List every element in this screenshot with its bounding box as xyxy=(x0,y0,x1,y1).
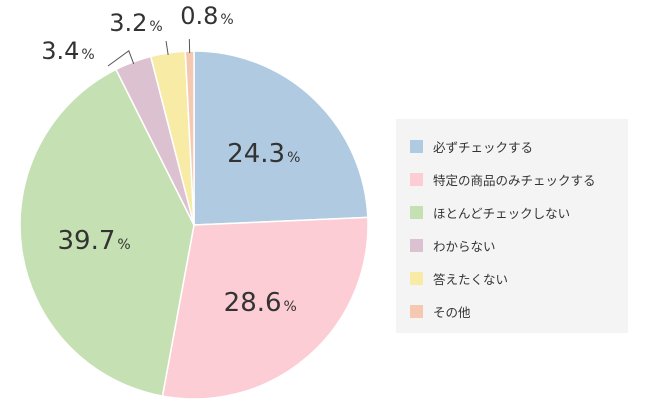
legend-item: ほとんどチェックしない xyxy=(410,196,628,229)
legend-swatch xyxy=(410,173,423,186)
pie-slice xyxy=(19,68,195,397)
legend-item: 特定の商品のみチェックする xyxy=(410,163,628,196)
data-label: 3.4% xyxy=(41,37,94,65)
legend-label: ほとんどチェックしない xyxy=(433,206,571,221)
pie-slice xyxy=(161,216,369,400)
data-label: 28.6% xyxy=(224,288,297,318)
legend-swatch xyxy=(410,305,423,318)
legend-label: 特定の商品のみチェックする xyxy=(433,173,596,188)
leader-line xyxy=(107,50,135,67)
legend-label: 答えたくない xyxy=(433,272,509,287)
legend-item: 必ずチェックする xyxy=(410,130,628,163)
legend-item: 答えたくない xyxy=(410,262,628,295)
legend-item: わからない xyxy=(410,229,628,262)
legend-label: 必ずチェックする xyxy=(433,140,534,155)
pie-slice xyxy=(193,50,369,226)
legend-swatch xyxy=(410,272,423,285)
legend-swatch xyxy=(410,206,423,219)
legend: 必ずチェックする 特定の商品のみチェックする ほとんどチェックしない わからない… xyxy=(396,119,628,333)
data-label: 39.7% xyxy=(57,226,130,256)
data-label: 24.3% xyxy=(227,139,300,169)
legend-swatch xyxy=(410,239,423,252)
data-label: 0.8% xyxy=(180,2,233,30)
legend-swatch xyxy=(410,140,423,153)
data-label: 3.2% xyxy=(109,9,162,37)
legend-label: わからない xyxy=(433,239,496,254)
legend-item: その他 xyxy=(410,295,628,328)
leader-line xyxy=(165,41,169,56)
legend-label: その他 xyxy=(433,305,471,320)
